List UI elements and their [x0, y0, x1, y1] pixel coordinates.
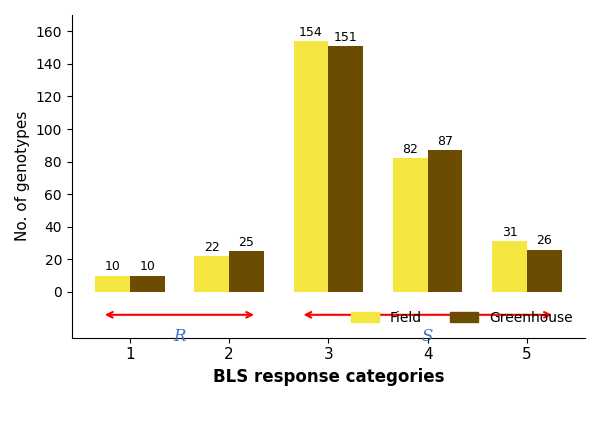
- Bar: [130, 276, 164, 292]
- Text: 22: 22: [204, 241, 220, 254]
- Text: S: S: [422, 328, 433, 345]
- Text: R: R: [173, 328, 186, 345]
- Bar: [95, 276, 130, 292]
- Text: 87: 87: [437, 135, 453, 148]
- Bar: [229, 251, 264, 292]
- Text: 151: 151: [334, 30, 358, 43]
- Text: 10: 10: [139, 260, 155, 273]
- Text: 82: 82: [403, 143, 418, 156]
- Bar: [328, 46, 363, 292]
- Bar: [293, 41, 328, 292]
- X-axis label: BLS response categories: BLS response categories: [212, 368, 444, 386]
- Legend: Field, Greenhouse: Field, Greenhouse: [346, 306, 578, 331]
- Bar: [527, 250, 562, 292]
- Text: 10: 10: [104, 260, 121, 273]
- Bar: [393, 158, 428, 292]
- Bar: [492, 241, 527, 292]
- Text: 25: 25: [239, 236, 254, 249]
- Text: 26: 26: [536, 234, 552, 247]
- Text: 31: 31: [502, 226, 517, 239]
- Bar: [194, 256, 229, 292]
- Y-axis label: No. of genotypes: No. of genotypes: [15, 111, 30, 241]
- Bar: [428, 150, 463, 292]
- Text: 154: 154: [299, 26, 323, 39]
